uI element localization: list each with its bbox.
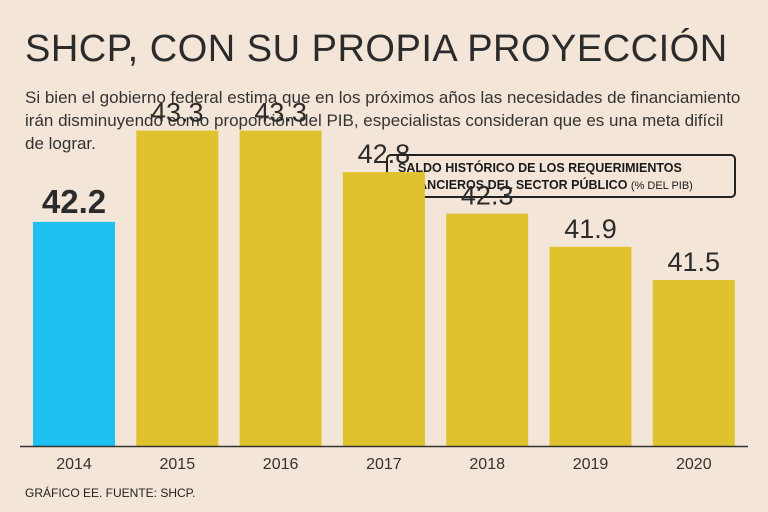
bar-2018 bbox=[446, 213, 529, 446]
bar-2019 bbox=[549, 246, 632, 446]
x-tick-label-2018: 2018 bbox=[469, 456, 505, 473]
bar-2017 bbox=[342, 172, 425, 446]
bar-2014 bbox=[33, 221, 115, 446]
legend-unit: (% DEL PIB) bbox=[630, 180, 693, 192]
x-tick-label-2020: 2020 bbox=[676, 456, 712, 473]
legend-line-1: SALDO HISTÓRICO DE LOS REQUERIMIENTOS bbox=[398, 161, 682, 175]
bar-2015 bbox=[136, 130, 219, 446]
value-label-2015: 43.3 bbox=[151, 98, 204, 128]
value-label-2018: 42.3 bbox=[461, 181, 514, 211]
chart-subtitle: Si bien el gobierno federal estima que e… bbox=[25, 88, 741, 153]
bar-2016 bbox=[239, 130, 322, 446]
value-label-2019: 41.9 bbox=[564, 214, 617, 244]
legend-line-2-text: FINANCIEROS DEL SECTOR PÚBLICO bbox=[398, 178, 628, 192]
value-label-2020: 41.5 bbox=[668, 247, 721, 277]
x-tick-label-2015: 2015 bbox=[160, 456, 196, 473]
bar-2020 bbox=[652, 280, 735, 446]
x-tick-label-2016: 2016 bbox=[263, 456, 299, 473]
x-tick-label-2014: 2014 bbox=[56, 456, 92, 473]
source-note: GRÁFICO EE. FUENTE: SHCP. bbox=[25, 486, 196, 500]
value-label-2016: 43.3 bbox=[254, 98, 307, 128]
legend-line-2: FINANCIEROS DEL SECTOR PÚBLICO (% DEL PI… bbox=[398, 177, 724, 195]
x-tick-label-2019: 2019 bbox=[573, 456, 609, 473]
legend-box: SALDO HISTÓRICO DE LOS REQUERIMIENTOS FI… bbox=[386, 154, 736, 198]
chart-title: SHCP, CON SU PROPIA PROYECCIÓN bbox=[25, 28, 728, 70]
value-label-2014: 42.2 bbox=[42, 183, 106, 220]
value-label-2017: 42.8 bbox=[358, 139, 411, 169]
x-tick-label-2017: 2017 bbox=[366, 456, 402, 473]
